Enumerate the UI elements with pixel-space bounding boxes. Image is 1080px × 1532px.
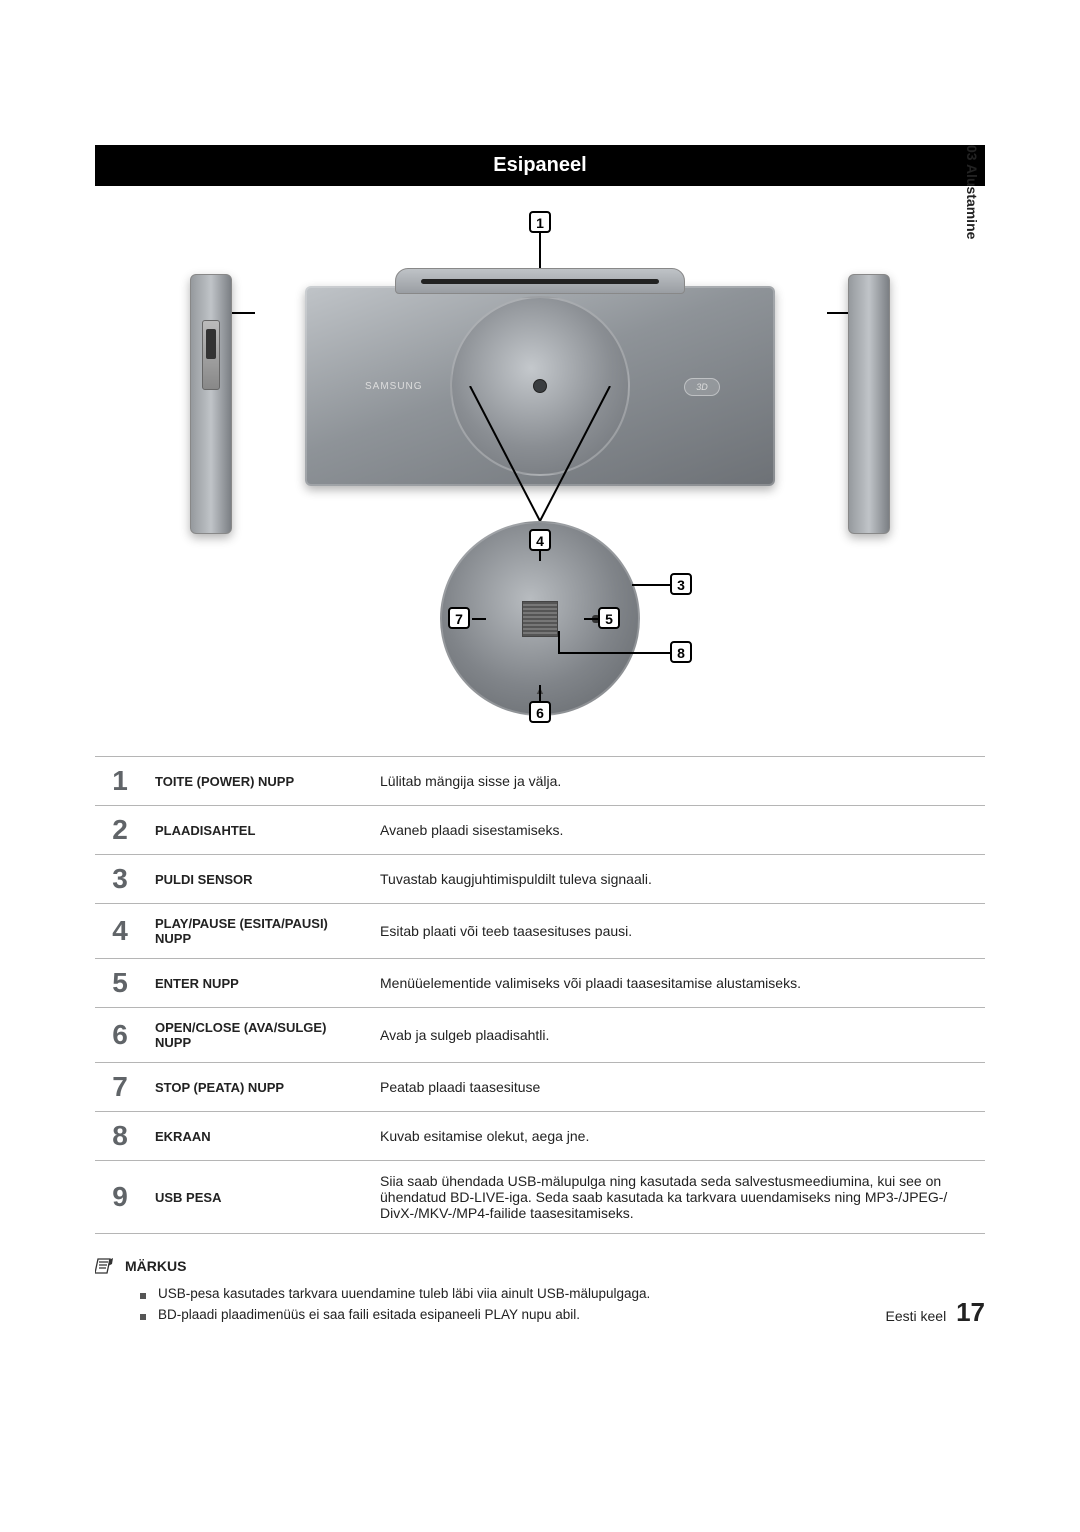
spec-row-number: 6: [95, 1008, 145, 1063]
spec-row: 9USB PESASiia saab ühendada USB-mälupulg…: [95, 1161, 985, 1234]
right-speaker: [848, 274, 890, 534]
note-icon: [95, 1256, 115, 1276]
spec-row-label: PLAADISAHTEL: [145, 806, 370, 855]
spec-row: 8EKRAANKuvab esitamise olekut, aega jne.: [95, 1112, 985, 1161]
callout-line: [558, 631, 560, 654]
spec-row: 4PLAY/PAUSE (ESITA/PAUSI) NUPPEsitab pla…: [95, 904, 985, 959]
spec-table: 1TOITE (POWER) NUPPLülitab mängija sisse…: [95, 756, 985, 1234]
spec-row-label: USB PESA: [145, 1161, 370, 1234]
callout-6: 6: [529, 701, 551, 723]
callout-5: 5: [598, 607, 620, 629]
spec-row-label: OPEN/CLOSE (AVA/SULGE) NUPP: [145, 1008, 370, 1063]
disc-center: [533, 379, 547, 393]
spec-row-description: Lülitab mängija sisse ja välja.: [370, 757, 985, 806]
spec-row: 6OPEN/CLOSE (AVA/SULGE) NUPPAvab ja sulg…: [95, 1008, 985, 1063]
spec-row-number: 3: [95, 855, 145, 904]
spec-row-description: Avab ja sulgeb plaadisahtli.: [370, 1008, 985, 1063]
callout-line: [229, 312, 255, 314]
callout-4: 4: [529, 529, 551, 551]
callout-line: [584, 618, 598, 620]
callout-line: [560, 652, 670, 654]
spec-row-description: Peatab plaadi taasesituse: [370, 1063, 985, 1112]
display-glyph: [522, 601, 558, 637]
callout-8: 8: [670, 641, 692, 663]
device-illustration: SAMSUNG 3D: [305, 286, 775, 486]
spec-row: 5ENTER NUPPMenüüelementide valimiseks võ…: [95, 959, 985, 1008]
spec-row-label: EKRAAN: [145, 1112, 370, 1161]
spec-row: 7STOP (PEATA) NUPPPeatab plaadi taasesit…: [95, 1063, 985, 1112]
page-number: 17: [956, 1297, 985, 1327]
page-footer: Eesti keel 17: [885, 1297, 985, 1328]
spec-row-number: 8: [95, 1112, 145, 1161]
note-list: USB-pesa kasutades tarkvara uuendamine t…: [95, 1286, 985, 1322]
disc-slot: [395, 268, 685, 294]
brand-label: SAMSUNG: [365, 381, 423, 392]
note-heading-text: MÄRKUS: [125, 1258, 186, 1274]
spec-row-description: Esitab plaati või teeb taasesituses paus…: [370, 904, 985, 959]
note-item: USB-pesa kasutades tarkvara uuendamine t…: [140, 1286, 985, 1301]
callout-line: [539, 551, 541, 561]
spec-row-label: STOP (PEATA) NUPP: [145, 1063, 370, 1112]
left-speaker: [190, 274, 232, 534]
spec-row-description: Siia saab ühendada USB-mälupulga ning ka…: [370, 1161, 985, 1234]
callout-line: [539, 685, 541, 701]
note-item: BD-plaadi plaadimenüüs ei saa faili esit…: [140, 1307, 985, 1322]
note-section: MÄRKUS USB-pesa kasutades tarkvara uuend…: [95, 1256, 985, 1322]
spec-row-number: 2: [95, 806, 145, 855]
spec-row-number: 7: [95, 1063, 145, 1112]
spec-row: 1TOITE (POWER) NUPPLülitab mängija sisse…: [95, 757, 985, 806]
spec-row-label: PULDI SENSOR: [145, 855, 370, 904]
threed-badge: 3D: [684, 378, 720, 396]
spec-row-description: Tuvastab kaugjuhtimispuldilt tuleva sign…: [370, 855, 985, 904]
spec-row-number: 5: [95, 959, 145, 1008]
spec-row: 2PLAADISAHTELAvaneb plaadi sisestamiseks…: [95, 806, 985, 855]
callout-7: 7: [448, 607, 470, 629]
spec-row-description: Kuvab esitamise olekut, aega jne.: [370, 1112, 985, 1161]
spec-row-label: ENTER NUPP: [145, 959, 370, 1008]
footer-lang: Eesti keel: [885, 1308, 946, 1324]
spec-row-number: 4: [95, 904, 145, 959]
callout-line: [472, 618, 486, 620]
device-body: SAMSUNG 3D: [305, 286, 775, 486]
disc-face: [450, 296, 630, 476]
section-header: Esipaneel: [95, 145, 985, 186]
usb-port: [202, 320, 220, 390]
spec-row-description: Avaneb plaadi sisestamiseks.: [370, 806, 985, 855]
spec-row-number: 1: [95, 757, 145, 806]
callout-line: [632, 584, 670, 586]
spec-row-description: Menüüelementide valimiseks või plaadi ta…: [370, 959, 985, 1008]
spec-row-label: TOITE (POWER) NUPP: [145, 757, 370, 806]
spec-row-label: PLAY/PAUSE (ESITA/PAUSI) NUPP: [145, 904, 370, 959]
spec-row: 3PULDI SENSORTuvastab kaugjuhtimispuldil…: [95, 855, 985, 904]
callout-3: 3: [670, 573, 692, 595]
callout-1: 1: [529, 211, 551, 233]
front-panel-diagram: 1 9 2 SAMSUNG 3D: [95, 211, 985, 731]
spec-row-number: 9: [95, 1161, 145, 1234]
